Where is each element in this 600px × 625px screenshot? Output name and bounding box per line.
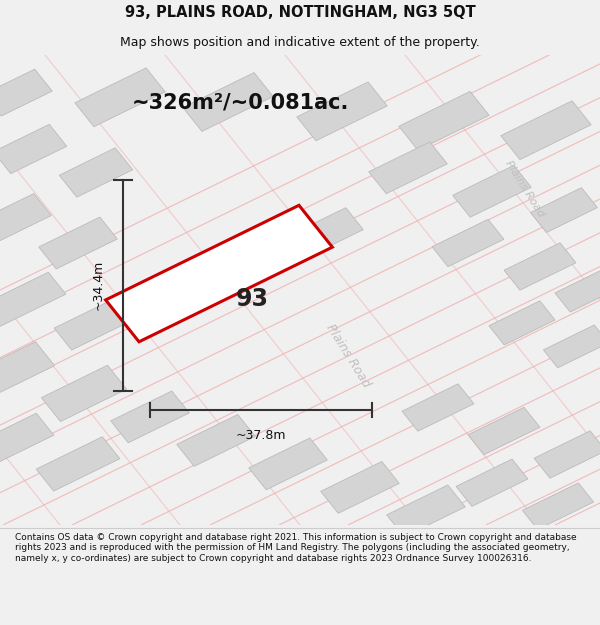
Polygon shape xyxy=(0,124,67,174)
Text: Plains Road: Plains Road xyxy=(503,159,547,219)
Polygon shape xyxy=(432,219,504,267)
Polygon shape xyxy=(387,485,465,537)
Polygon shape xyxy=(39,217,117,269)
Polygon shape xyxy=(0,413,54,468)
Polygon shape xyxy=(321,461,399,513)
Text: Plains Road: Plains Road xyxy=(323,322,373,390)
Polygon shape xyxy=(183,72,273,131)
Polygon shape xyxy=(177,414,255,466)
Polygon shape xyxy=(456,459,528,506)
Polygon shape xyxy=(534,431,600,478)
Text: ~326m²/~0.081ac.: ~326m²/~0.081ac. xyxy=(131,92,349,112)
Polygon shape xyxy=(59,148,133,197)
Polygon shape xyxy=(555,268,600,312)
Text: 93: 93 xyxy=(235,288,269,311)
Polygon shape xyxy=(402,384,474,431)
Polygon shape xyxy=(468,408,540,454)
Polygon shape xyxy=(369,142,447,194)
Polygon shape xyxy=(75,68,165,127)
Text: ~37.8m: ~37.8m xyxy=(236,429,286,442)
Polygon shape xyxy=(36,437,120,491)
Polygon shape xyxy=(106,205,332,342)
Polygon shape xyxy=(285,208,363,259)
Polygon shape xyxy=(453,166,531,217)
Polygon shape xyxy=(504,243,576,290)
Polygon shape xyxy=(111,391,189,442)
Polygon shape xyxy=(501,101,591,159)
Polygon shape xyxy=(489,301,555,345)
Polygon shape xyxy=(0,194,51,246)
Text: 93, PLAINS ROAD, NOTTINGHAM, NG3 5QT: 93, PLAINS ROAD, NOTTINGHAM, NG3 5QT xyxy=(125,4,475,19)
Polygon shape xyxy=(399,91,489,150)
Text: ~34.4m: ~34.4m xyxy=(91,260,104,311)
Polygon shape xyxy=(523,483,593,529)
Text: Map shows position and indicative extent of the property.: Map shows position and indicative extent… xyxy=(120,36,480,49)
Polygon shape xyxy=(0,272,66,326)
Polygon shape xyxy=(544,325,600,368)
Polygon shape xyxy=(297,82,387,141)
Polygon shape xyxy=(54,296,138,350)
Polygon shape xyxy=(249,438,327,490)
Polygon shape xyxy=(0,69,52,116)
Polygon shape xyxy=(530,188,598,232)
Polygon shape xyxy=(41,365,127,421)
Polygon shape xyxy=(0,342,55,398)
Text: Contains OS data © Crown copyright and database right 2021. This information is : Contains OS data © Crown copyright and d… xyxy=(15,533,577,562)
